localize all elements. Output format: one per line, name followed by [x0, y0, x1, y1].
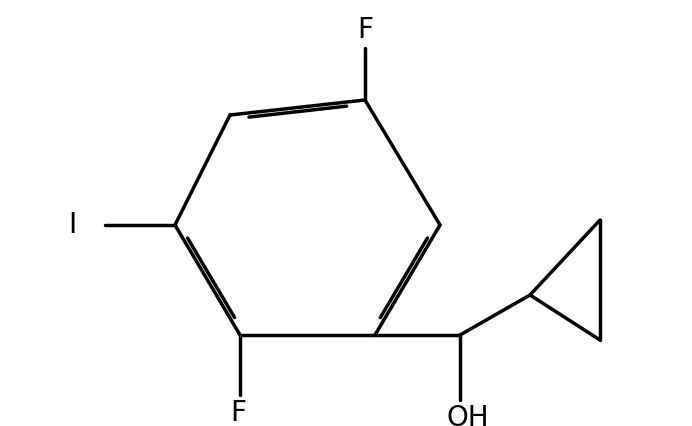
- Text: F: F: [230, 399, 246, 426]
- Text: OH: OH: [447, 404, 489, 426]
- Text: I: I: [68, 211, 76, 239]
- Text: F: F: [357, 16, 373, 44]
